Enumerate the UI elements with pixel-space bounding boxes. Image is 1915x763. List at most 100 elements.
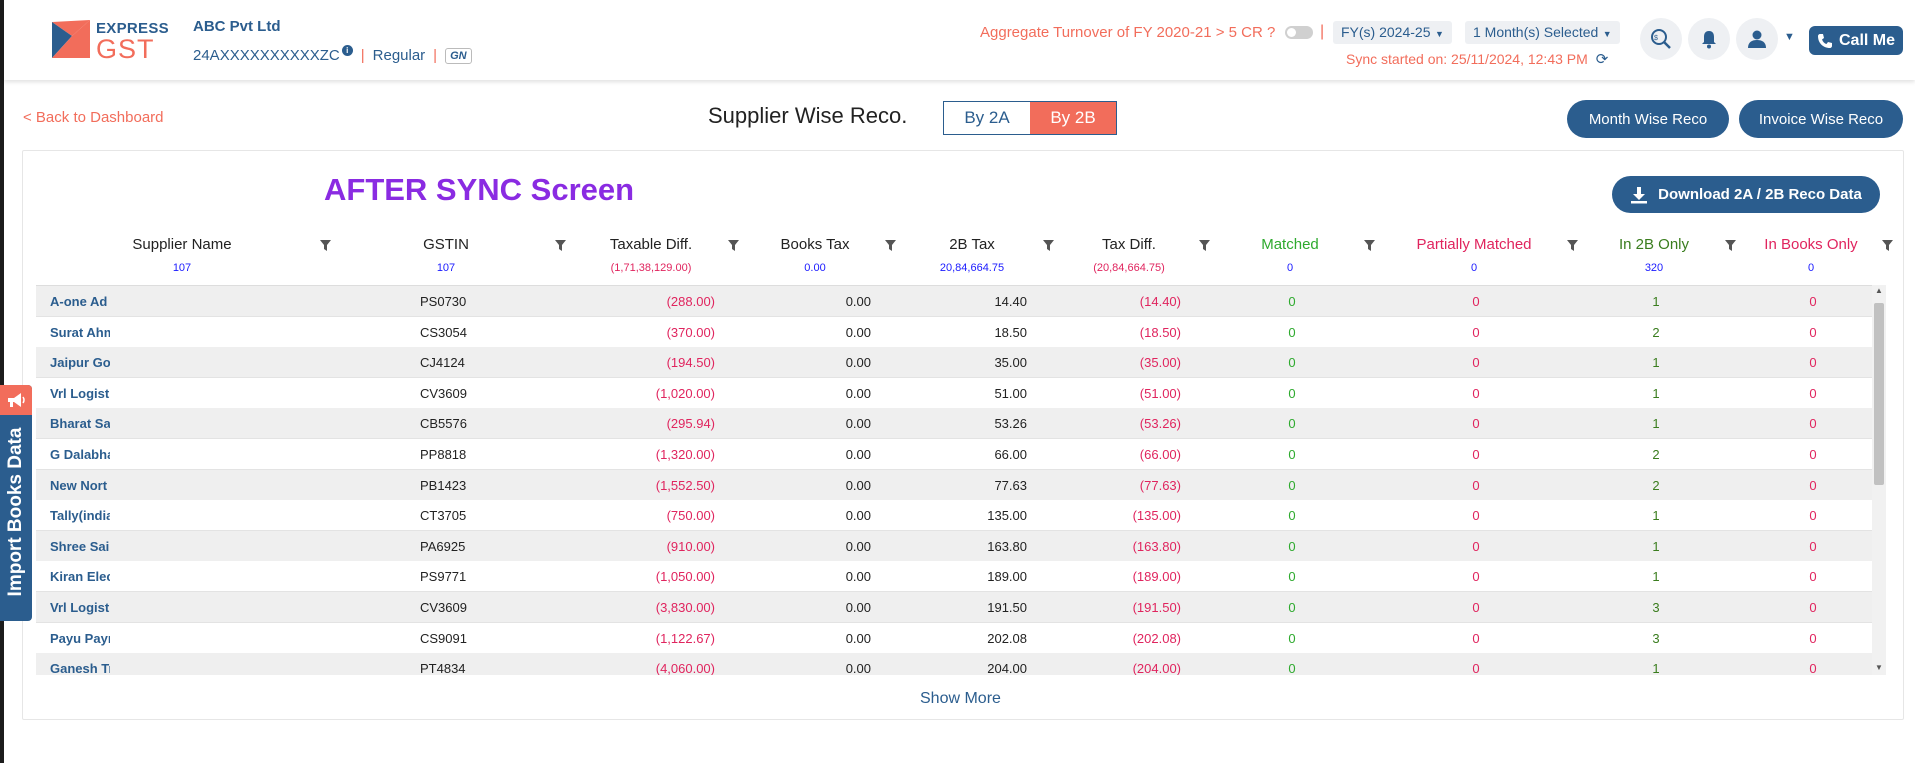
tax-diff-cell: (204.00): [1132, 661, 1181, 675]
filter-icon[interactable]: [1725, 240, 1736, 252]
column-summary-in-books-only: 0: [1807, 262, 1815, 274]
download-reco-data-button[interactable]: Download 2A / 2B Reco Data: [1612, 176, 1880, 213]
filter-icon[interactable]: [1199, 240, 1210, 252]
import-books-data-tab[interactable]: [0, 385, 32, 621]
table-row[interactable]: Surat Ahm CS3054 (370.00) 0.00 18.50 (18.50) 0…: [36, 316, 1872, 348]
taxable-diff-cell: (370.00): [666, 324, 715, 340]
supplier-name-cell[interactable]: Kiran Elec: [50, 569, 110, 585]
supplier-name-cell[interactable]: G Dalabha: [50, 447, 110, 462]
partially-matched-cell: 0: [1472, 661, 1480, 675]
gstin-cell: PA6925: [420, 538, 466, 554]
express-gst-logo[interactable]: EXPRESS GST: [50, 18, 169, 64]
supplier-name-cell[interactable]: Tally(india: [50, 508, 110, 524]
taxable-diff-cell: (194.50): [666, 355, 715, 371]
column-header-in-2b-only[interactable]: In 2B Only: [1618, 236, 1690, 253]
partially-matched-cell: 0: [1472, 447, 1480, 462]
search-button[interactable]: $: [1640, 18, 1682, 60]
in-2b-only-cell: 1: [1652, 508, 1660, 524]
table-row[interactable]: Kiran Elec PS9771 (1,050.00) 0.00 189.00 (189…: [36, 561, 1872, 593]
table-row[interactable]: Ganesh Tr PT4834 (4,060.00) 0.00 204.00 (204.…: [36, 653, 1872, 675]
month-wise-reco-button[interactable]: Month Wise Reco: [1567, 100, 1729, 138]
notifications-button[interactable]: [1688, 18, 1730, 60]
2b-tax-cell: 14.40: [994, 294, 1027, 309]
table-row[interactable]: Jaipur Go CJ4124 (194.50) 0.00 35.00 (35.00) 0…: [36, 347, 1872, 379]
column-summary-tax-diff: (20,84,664.75): [1093, 262, 1165, 274]
gstin-cell: CV3609: [420, 600, 467, 615]
back-to-dashboard-link[interactable]: < Back to Dashboard: [23, 109, 164, 126]
column-header-taxable-diff[interactable]: Taxable Diff.: [609, 236, 693, 253]
filter-icon[interactable]: [1043, 240, 1054, 252]
fy-selector[interactable]: FY(s) 2024-25 ▼: [1333, 21, 1452, 44]
table-scrollbar[interactable]: ▲ ▼: [1872, 285, 1886, 675]
column-header-2b-tax[interactable]: 2B Tax: [949, 236, 995, 253]
filter-icon[interactable]: [1364, 240, 1375, 252]
turnover-toggle[interactable]: [1285, 26, 1314, 39]
in-2b-only-cell: 3: [1652, 630, 1660, 646]
column-header-supplier-name[interactable]: Supplier Name: [132, 236, 232, 253]
supplier-name-cell[interactable]: Vrl Logist: [50, 600, 110, 615]
table-row[interactable]: New Nort PB1423 (1,552.50) 0.00 77.63 (77.63)…: [36, 469, 1872, 501]
gstin-cell: PB1423: [420, 477, 467, 493]
registration-type: Regular: [372, 47, 426, 64]
in-2b-only-cell: 1: [1652, 355, 1660, 371]
table-row[interactable]: Tally(india CT3705 (750.00) 0.00 135.00 (135.…: [36, 500, 1872, 532]
supplier-name-cell[interactable]: Vrl Logist: [50, 385, 110, 401]
supplier-name-cell[interactable]: Shree Sail: [50, 538, 110, 554]
column-header-books-tax[interactable]: Books Tax: [780, 236, 850, 253]
2b-tax-cell: 35.00: [994, 355, 1027, 371]
tab-by-2a[interactable]: By 2A: [964, 108, 1010, 127]
column-header-in-books-only[interactable]: In Books Only: [1764, 236, 1858, 253]
table-row[interactable]: Payu Payr CS9091 (1,122.67) 0.00 202.08 (202.…: [36, 622, 1872, 654]
taxable-diff-cell: (4,060.00): [655, 661, 715, 675]
scrollbar-thumb[interactable]: [1874, 303, 1884, 485]
filter-icon[interactable]: [1567, 240, 1578, 252]
column-header-matched[interactable]: Matched: [1261, 236, 1319, 253]
table-row[interactable]: Vrl Logist CV3609 (3,830.00) 0.00 191.50 (191…: [36, 592, 1872, 623]
partially-matched-cell: 0: [1472, 508, 1480, 524]
table-row[interactable]: G Dalabha PP8818 (1,320.00) 0.00 66.00 (66.00…: [36, 439, 1872, 470]
column-header-gstin[interactable]: GSTIN: [423, 236, 469, 253]
invoice-wise-reco-button[interactable]: Invoice Wise Reco: [1739, 100, 1903, 138]
in-books-only-cell: 0: [1809, 538, 1817, 554]
supplier-name-cell[interactable]: A-one Ad: [50, 294, 108, 309]
taxable-diff-cell: (295.94): [666, 416, 715, 432]
table-row[interactable]: Vrl Logist CV3609 (1,020.00) 0.00 51.00 (51.0…: [36, 377, 1872, 409]
call-me-button[interactable]: Call Me: [1809, 26, 1903, 55]
scroll-down-icon[interactable]: ▼: [1875, 663, 1883, 672]
table-row[interactable]: A-one Ad PS0730 (288.00) 0.00 14.40 (14.40) 0 0…: [36, 286, 1872, 317]
table-row[interactable]: Bharat Sa CB5576 (295.94) 0.00 53.26 (53.26) 0…: [36, 408, 1872, 440]
supplier-name-cell[interactable]: Ganesh Tr: [50, 661, 110, 675]
search-icon: $: [1651, 29, 1671, 49]
matched-cell: 0: [1288, 385, 1296, 401]
info-icon[interactable]: i: [341, 45, 353, 56]
filter-icon[interactable]: [885, 240, 896, 252]
scroll-up-icon[interactable]: ▲: [1875, 286, 1883, 295]
books-tax-cell: 0.00: [845, 538, 871, 554]
table-row[interactable]: Shree Sail PA6925 (910.00) 0.00 163.80 (163.8…: [36, 530, 1872, 562]
2b-tax-cell: 51.00: [994, 385, 1027, 401]
filter-icon[interactable]: [728, 240, 739, 252]
tab-by-2b[interactable]: By 2B: [1030, 102, 1116, 134]
supplier-name-cell[interactable]: Jaipur Go: [50, 355, 110, 371]
in-2b-only-cell: 1: [1652, 385, 1660, 401]
month-selector[interactable]: 1 Month(s) Selected ▼: [1465, 21, 1620, 44]
filter-icon[interactable]: [1882, 240, 1893, 252]
filter-icon[interactable]: [555, 240, 566, 252]
refresh-icon[interactable]: ⟳: [1595, 51, 1609, 68]
column-header-tax-diff[interactable]: Tax Diff.: [1102, 236, 1156, 253]
tax-diff-cell: (51.00): [1139, 385, 1181, 401]
2b-tax-cell: 204.00: [987, 661, 1027, 675]
supplier-name-cell[interactable]: Bharat Sa: [50, 416, 110, 432]
user-caret-icon[interactable]: ▼: [1784, 31, 1795, 43]
column-header-partially-matched[interactable]: Partially Matched: [1416, 236, 1532, 253]
2b-tax-cell: 135.00: [987, 508, 1027, 524]
user-menu-button[interactable]: [1736, 18, 1778, 60]
supplier-name-cell[interactable]: Surat Ahm: [50, 324, 110, 340]
filter-icon[interactable]: [320, 240, 331, 252]
show-more-button[interactable]: Show More: [920, 690, 1001, 707]
import-books-data-label[interactable]: Import Books Data: [5, 427, 26, 597]
supplier-name-cell[interactable]: New Nort: [50, 477, 108, 493]
gstin-cell: CB5576: [420, 416, 467, 432]
in-2b-only-cell: 1: [1652, 661, 1660, 675]
supplier-name-cell[interactable]: Payu Payr: [50, 630, 110, 646]
